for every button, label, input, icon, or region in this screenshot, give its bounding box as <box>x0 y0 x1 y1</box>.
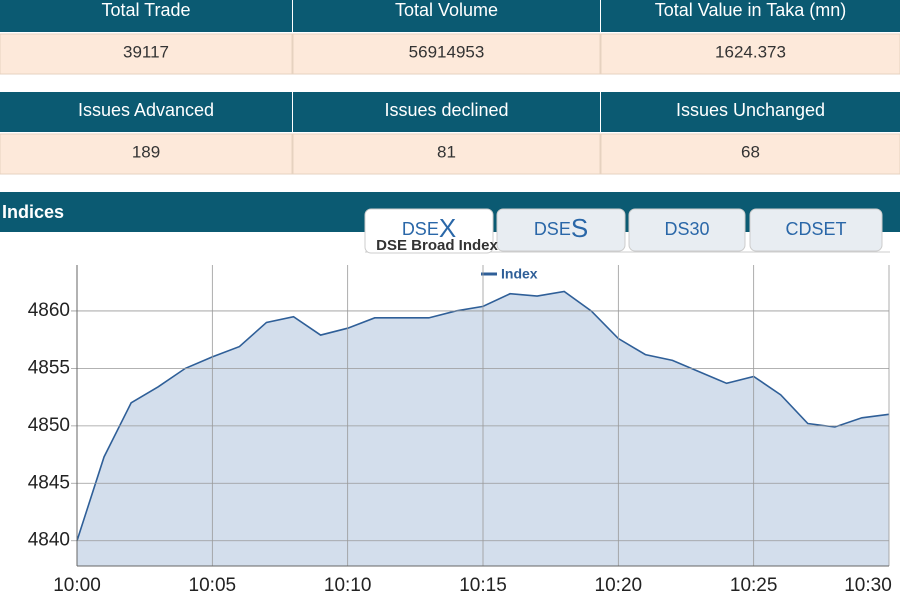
value-text: 39117 <box>123 42 169 61</box>
header-text: Total Volume <box>395 0 498 20</box>
tab[interactable]: DSEX <box>364 208 494 254</box>
y-tick-label: 4840 <box>28 530 70 551</box>
tab-label: DSEX <box>402 213 456 243</box>
x-tick-label: 10:25 <box>730 575 778 596</box>
header-cell <box>601 92 900 132</box>
tab-label-part: DSE <box>534 219 571 239</box>
tab-bg <box>364 208 494 254</box>
y-tick-label: 4850 <box>28 415 70 436</box>
tab-label-part: DSE <box>402 219 439 239</box>
header-cell <box>293 0 600 32</box>
header-text: Issues Advanced <box>78 100 214 120</box>
value-cell <box>292 133 601 175</box>
x-tick-label: 10:10 <box>324 575 372 596</box>
legend-label: Index <box>501 266 538 282</box>
value-text: 189 <box>132 142 160 161</box>
header-text: Total Trade <box>101 0 190 20</box>
tab-bg <box>749 208 883 252</box>
header-text: Issues declined <box>384 100 508 120</box>
y-tick-label: 4855 <box>28 357 70 378</box>
value-cell <box>292 33 601 75</box>
tab-label: DSES <box>534 213 588 243</box>
x-tick-label: 10:20 <box>595 575 643 596</box>
header-cell <box>0 92 292 132</box>
chart-title: DSE Broad Index <box>376 237 498 254</box>
value-text: 56914953 <box>409 42 485 61</box>
y-tick-label: 4860 <box>28 300 70 321</box>
value-cell <box>600 33 900 75</box>
value-cell <box>0 133 293 175</box>
header-cell <box>293 92 600 132</box>
header-cell <box>601 0 900 32</box>
tab-label-part: S <box>571 213 588 243</box>
tab-label: CDSET <box>785 219 846 239</box>
value-text: 1624.373 <box>715 42 786 61</box>
tab-label-part: X <box>439 213 456 243</box>
header-cell <box>0 0 292 32</box>
x-tick-label: 10:00 <box>53 575 101 596</box>
tab-label-part: CDSET <box>785 219 846 239</box>
tab-label-part: DS30 <box>664 219 709 239</box>
tab-bg <box>628 208 746 252</box>
value-text: 81 <box>437 142 456 161</box>
tab-bg <box>496 208 626 252</box>
value-text: 68 <box>741 142 760 161</box>
header-text: Issues Unchanged <box>676 100 825 120</box>
value-cell <box>600 133 900 175</box>
header-text: Total Value in Taka (mn) <box>655 0 846 20</box>
tab[interactable]: CDSET <box>749 208 883 252</box>
tab[interactable]: DS30 <box>628 208 746 252</box>
y-tick-label: 4845 <box>28 472 70 493</box>
tab[interactable]: DSES <box>496 208 626 252</box>
x-tick-label: 10:05 <box>189 575 237 596</box>
value-cell <box>0 33 293 75</box>
x-tick-label: 10:15 <box>459 575 507 596</box>
tab-label: DS30 <box>664 219 709 239</box>
x-tick-label: 10:30 <box>844 575 892 596</box>
section-title: Indices <box>2 202 64 222</box>
